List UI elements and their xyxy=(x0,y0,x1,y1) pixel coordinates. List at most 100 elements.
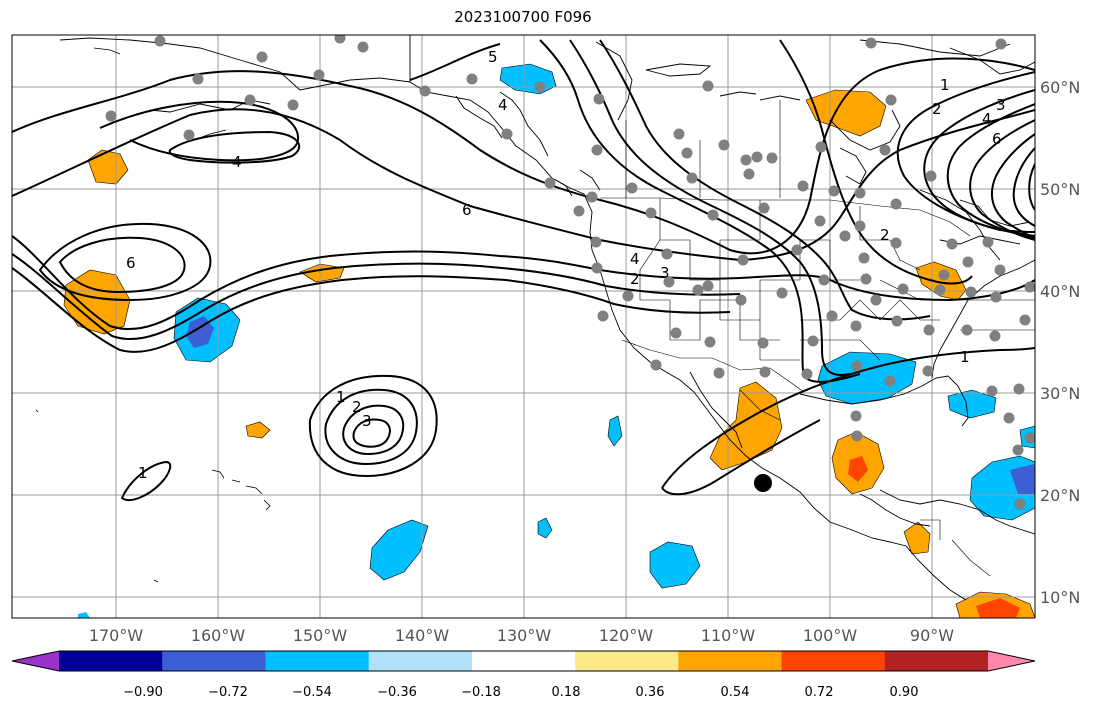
anomaly-blue-pacific-edge xyxy=(78,612,90,618)
contour-label: 5 xyxy=(488,48,498,66)
station-marker xyxy=(879,144,891,156)
contour-label: 6 xyxy=(462,201,472,219)
colorbar-tick-label: −0.72 xyxy=(208,685,248,700)
station-marker xyxy=(737,254,749,266)
station-marker xyxy=(923,324,935,336)
contour-label: 3 xyxy=(996,96,1006,114)
station-marker xyxy=(815,141,827,153)
station-marker xyxy=(287,99,299,111)
station-marker xyxy=(994,264,1006,276)
lon-tick-label: 120°W xyxy=(599,626,654,645)
lat-tick-label: 30°N xyxy=(1040,384,1080,403)
station-marker xyxy=(702,280,714,292)
contour-label: 4 xyxy=(232,153,242,171)
station-marker xyxy=(466,73,478,85)
lat-tick-label: 10°N xyxy=(1040,588,1080,607)
station-marker xyxy=(757,337,769,349)
station-marker xyxy=(807,335,819,347)
contour-label: 2 xyxy=(932,100,942,118)
anomaly-blue-small-1 xyxy=(537,517,553,539)
colorbar-tick-label: 0.72 xyxy=(805,685,834,700)
colorbar-extend-high xyxy=(988,651,1035,671)
station-marker xyxy=(990,291,1002,303)
station-marker xyxy=(573,205,585,217)
lat-tick-label: 60°N xyxy=(1040,78,1080,97)
station-marker xyxy=(501,128,513,140)
station-marker xyxy=(885,94,897,106)
contour-label: 4 xyxy=(630,250,640,268)
station-marker xyxy=(890,198,902,210)
lon-tick-label: 110°W xyxy=(701,626,756,645)
contour-labels: 5 4 4 6 6 4 3 2 1 2 3 4 6 2 1 1 2 3 1 xyxy=(126,48,1006,482)
station-marker xyxy=(593,93,605,105)
station-marker xyxy=(891,315,903,327)
station-marker xyxy=(854,220,866,232)
coastlines xyxy=(59,35,1035,601)
lat-tick-label: 20°N xyxy=(1040,486,1080,505)
station-marker xyxy=(334,35,346,44)
station-marker xyxy=(897,283,909,295)
station-marker xyxy=(586,191,598,203)
station-marker xyxy=(743,168,755,180)
station-marker xyxy=(965,286,977,298)
station-marker xyxy=(692,284,704,296)
station-marker xyxy=(839,230,851,242)
anomaly-blue-small-2 xyxy=(607,415,623,447)
station-marker xyxy=(818,274,830,286)
contour-label: 6 xyxy=(126,254,136,272)
lon-tick-label: 150°W xyxy=(293,626,348,645)
longitude-labels: 170°W 160°W 150°W 140°W 130°W 120°W 110°… xyxy=(89,626,954,645)
station-marker xyxy=(192,73,204,85)
station-marker xyxy=(791,244,803,256)
anomaly-orange-west-pacific xyxy=(63,269,131,335)
station-marker xyxy=(995,38,1007,50)
contour-label: 3 xyxy=(362,412,372,430)
station-marker xyxy=(702,80,714,92)
station-marker xyxy=(922,365,934,377)
lon-tick-label: 170°W xyxy=(89,626,144,645)
station-marker xyxy=(713,367,725,379)
station-marker xyxy=(256,51,268,63)
colorbar-swatch xyxy=(471,651,576,671)
station-marker xyxy=(183,129,195,141)
station-marker xyxy=(1013,383,1025,395)
station-marker xyxy=(758,202,770,214)
colorbar-tick-label: −0.54 xyxy=(292,685,332,700)
station-marker xyxy=(670,327,682,339)
station-marker xyxy=(884,375,896,387)
contour-label: 2 xyxy=(352,398,362,416)
station-marker xyxy=(759,366,771,378)
colorbar-tick-label: 0.18 xyxy=(552,685,581,700)
station-marker xyxy=(925,170,937,182)
lat-tick-label: 40°N xyxy=(1040,282,1080,301)
station-marker xyxy=(544,177,556,189)
station-marker xyxy=(740,154,752,166)
anomaly-blue-east-pacific-2 xyxy=(649,541,701,589)
anomaly-red-gulf-mexico xyxy=(848,456,868,482)
colorbar-tick-label: −0.18 xyxy=(461,685,501,700)
contour-label: 1 xyxy=(336,388,346,406)
station-marker xyxy=(961,324,973,336)
map-frame xyxy=(11,34,1036,619)
station-marker xyxy=(850,410,862,422)
station-marker xyxy=(986,385,998,397)
anomaly-blue-gulf-coast xyxy=(817,351,917,405)
contour-label: 1 xyxy=(960,348,970,366)
station-marker xyxy=(851,430,863,442)
station-marker xyxy=(1012,444,1024,456)
colorbar-swatch xyxy=(368,651,473,671)
colorbar-tick-label: 0.90 xyxy=(890,685,919,700)
contour-label: 1 xyxy=(940,76,950,94)
colorbar-swatch xyxy=(781,651,886,671)
colorbar-swatch xyxy=(162,651,266,671)
station-marker xyxy=(1003,412,1015,424)
station-marker xyxy=(313,69,325,81)
station-marker xyxy=(105,110,117,122)
latitude-labels: 60°N 50°N 40°N 30°N 20°N 10°N xyxy=(1040,78,1080,607)
station-marker xyxy=(934,284,946,296)
station-marker xyxy=(626,182,638,194)
station-marker xyxy=(946,238,958,250)
station-marker xyxy=(776,287,788,299)
map-content: 5 4 4 6 6 4 3 2 1 2 3 4 6 2 1 1 2 3 1 xyxy=(12,35,1035,618)
contour-label: 1 xyxy=(138,464,148,482)
